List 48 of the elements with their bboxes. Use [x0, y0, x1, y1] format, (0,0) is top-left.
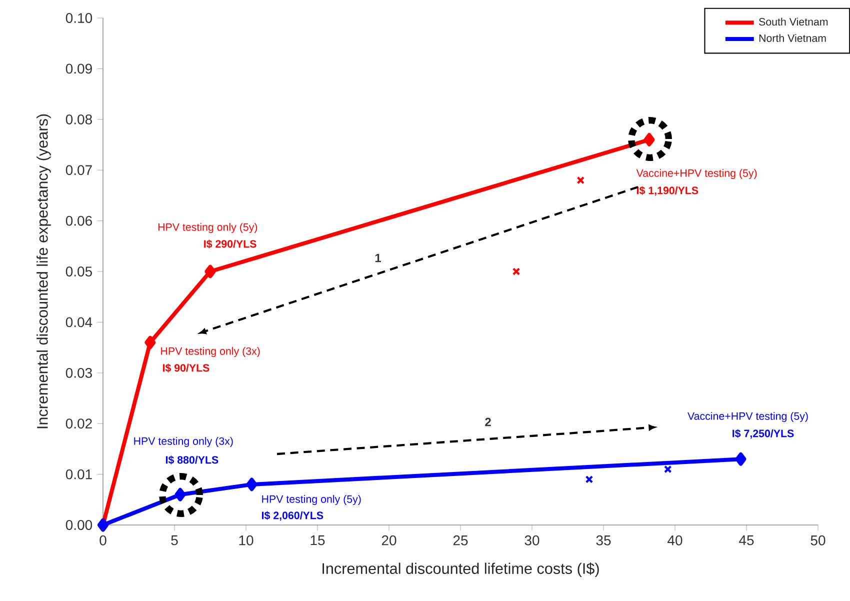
annotation: HPV testing only (5y)	[158, 223, 258, 233]
legend-label: South Vietnam	[759, 18, 828, 26]
annotation: I$ 90/YLS	[162, 364, 210, 372]
legend-label: North Vietnam	[759, 34, 826, 42]
annotation: I$ 2,060/YLS	[262, 511, 324, 521]
point	[585, 475, 594, 484]
x-tick-label: 20	[382, 535, 396, 546]
y-tick-label: 0.07	[66, 165, 92, 176]
annotation: HPV testing only (3x)	[161, 347, 260, 357]
y-axis-title: Incremental discounted life expectancy (years)	[36, 114, 51, 428]
y-tick-label: 0.03	[66, 368, 92, 378]
y-tick-label: 0.04	[66, 317, 92, 328]
y-tick-label: 0.09	[66, 64, 92, 74]
x-tick-label: 15	[310, 535, 325, 546]
annotation: 1	[375, 254, 381, 262]
annotation: I$ 7,250/YLS	[732, 429, 794, 439]
y-tick-label: 0.02	[66, 418, 92, 429]
point	[144, 336, 156, 350]
y-tick-label: 0.06	[66, 216, 92, 226]
annotation: I$ 1,190/YLS	[637, 186, 698, 196]
y-tick-label: 0.01	[66, 469, 92, 480]
x-tick-label: 5	[171, 535, 178, 546]
x-tick-label: 35	[596, 535, 611, 546]
point	[204, 264, 216, 278]
x-tick-label: 50	[810, 535, 826, 546]
x-tick-label: 10	[239, 535, 254, 546]
y-tick-label: 0.05	[66, 266, 92, 276]
point	[576, 176, 585, 184]
point	[512, 268, 520, 276]
y-tick-label: 0.08	[66, 114, 92, 124]
x-tick-label: 0	[100, 535, 106, 546]
x-tick-label: 25	[453, 535, 468, 546]
annotation: I$ 880/YLS	[166, 456, 218, 464]
y-tick-label: 0.10	[66, 13, 92, 23]
annotation: Vaccine+HPV testing (5y)	[636, 169, 757, 179]
annotation: HPV testing only (3x)	[134, 437, 233, 447]
x-tick-label: 40	[668, 535, 682, 546]
x-tick-label: 30	[524, 535, 540, 546]
annotation: 2	[485, 418, 491, 426]
point	[735, 452, 746, 466]
annotation: I$ 290/YLS	[204, 240, 256, 248]
annotation: HPV testing only (5y)	[262, 495, 361, 505]
x-axis-title: Incremental discounted lifetime costs (I$)	[322, 562, 599, 577]
y-tick-label: 0.00	[66, 520, 92, 530]
point	[664, 465, 672, 474]
annotation: Vaccine+HPV testing (5y)	[688, 412, 808, 422]
x-tick-label: 45	[739, 535, 754, 546]
point	[246, 478, 258, 492]
